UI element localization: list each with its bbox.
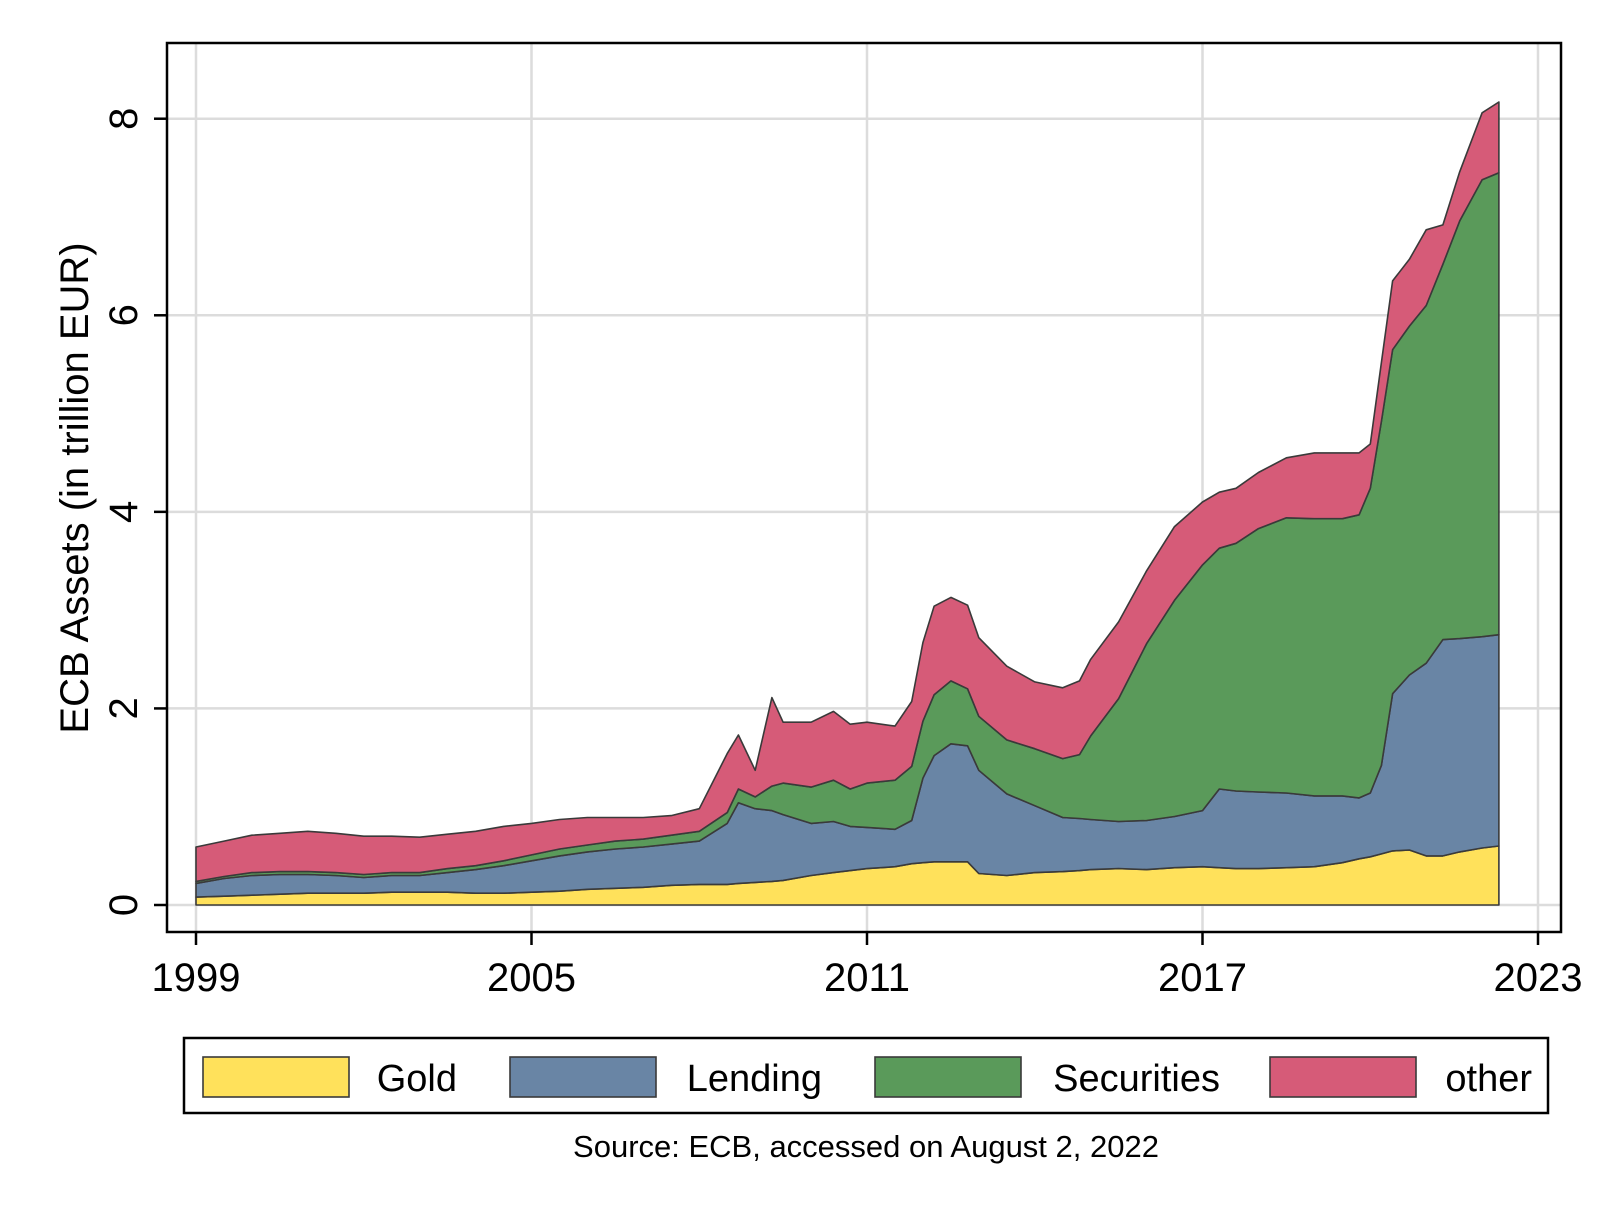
x-tick-label: 2017 xyxy=(1158,956,1247,1000)
area-series xyxy=(195,101,1500,906)
y-tick-label: 2 xyxy=(102,697,146,719)
area-other xyxy=(195,101,1500,883)
y-tick-label: 4 xyxy=(102,501,146,523)
legend-swatch-gold xyxy=(202,1056,350,1098)
legend-label-gold: Gold xyxy=(377,1058,457,1100)
source-note: Source: ECB, accessed on August 2, 2022 xyxy=(573,1129,1159,1164)
legend-label-lending: Lending xyxy=(687,1058,822,1100)
legend-label-other: other xyxy=(1445,1058,1532,1100)
y-tick-label: 8 xyxy=(102,108,146,130)
legend-swatch-lending xyxy=(509,1056,657,1098)
legend-swatch-other xyxy=(1269,1056,1417,1098)
x-tick-label: 2011 xyxy=(824,956,910,1000)
y-tick-label: 6 xyxy=(102,304,146,326)
legend-swatch-securities xyxy=(874,1056,1022,1098)
x-tick-label: 2005 xyxy=(487,956,576,1000)
plot-frame xyxy=(165,41,1563,934)
axes: 1999 2005 2011 2017 2023 0 2 4 6 8 xyxy=(102,108,1582,1000)
gridlines xyxy=(167,43,1561,932)
legend-label-securities: Securities xyxy=(1053,1058,1220,1100)
y-tick-label: 0 xyxy=(102,894,146,916)
x-tick-label: 1999 xyxy=(152,956,241,1000)
legend: Gold Lending Securities other xyxy=(182,1036,1550,1115)
x-tick-label: 2023 xyxy=(1494,956,1583,1000)
y-axis-title: ECB Assets (in trillion EUR) xyxy=(53,242,97,733)
